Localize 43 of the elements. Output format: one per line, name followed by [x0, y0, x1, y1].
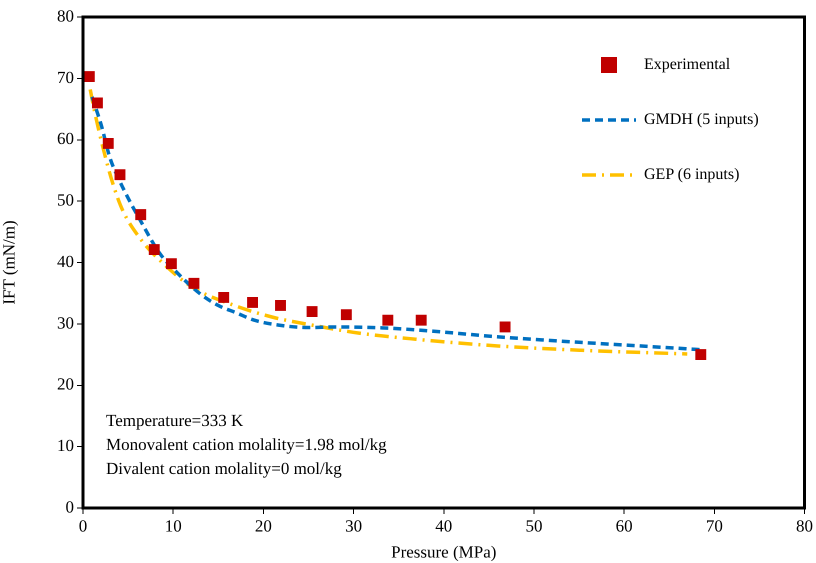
y-tick-label: 80 — [57, 6, 74, 26]
x-tick-label: 20 — [254, 516, 272, 536]
point — [275, 300, 286, 311]
x-tick-label: 60 — [616, 516, 633, 536]
y-tick-label: 30 — [57, 313, 74, 332]
x-tick-label: 10 — [164, 516, 182, 536]
y-tick-label: 50 — [57, 190, 74, 210]
y-tick-label: 70 — [57, 68, 74, 87]
x-tick-label: 70 — [706, 516, 723, 536]
point — [500, 321, 511, 332]
x-tick-label: 30 — [345, 516, 362, 536]
point — [92, 97, 103, 108]
point — [148, 244, 160, 256]
point — [102, 138, 114, 149]
x-tick-label: 80 — [796, 516, 813, 536]
y-tick-label: 60 — [57, 129, 74, 148]
point — [340, 309, 352, 320]
point — [382, 314, 394, 326]
y-tick-label: 40 — [57, 252, 74, 271]
point — [416, 314, 427, 326]
x-axis-title: Pressure (MPa) — [391, 542, 496, 562]
point — [84, 71, 95, 82]
point — [166, 258, 177, 270]
x-tick-label: 0 — [78, 516, 88, 536]
point — [695, 349, 706, 360]
y-tick-label: 10 — [57, 436, 74, 456]
x-tick-label: 40 — [435, 516, 452, 536]
annotation: Divalent cation molality=0 mol/kg — [106, 458, 343, 480]
point — [114, 169, 126, 180]
point — [218, 292, 230, 303]
point — [306, 306, 318, 318]
x-tick-label: 50 — [525, 516, 542, 536]
point — [135, 209, 146, 220]
point — [188, 278, 200, 289]
legend-label: GMDH (5 inputs) — [644, 111, 759, 129]
legend-label: GEP (6 inputs) — [644, 166, 740, 184]
y-tick-label: 0 — [66, 497, 74, 516]
annotation: Monovalent cation molality=1.98 mol/kg — [106, 434, 387, 456]
annotation: Temperature=333 K — [106, 410, 244, 432]
y-axis-title: IFT (mN/m) — [0, 220, 19, 305]
point — [247, 296, 258, 308]
y-tick-label: 20 — [57, 374, 74, 394]
legend-label: Experimental — [644, 56, 730, 74]
